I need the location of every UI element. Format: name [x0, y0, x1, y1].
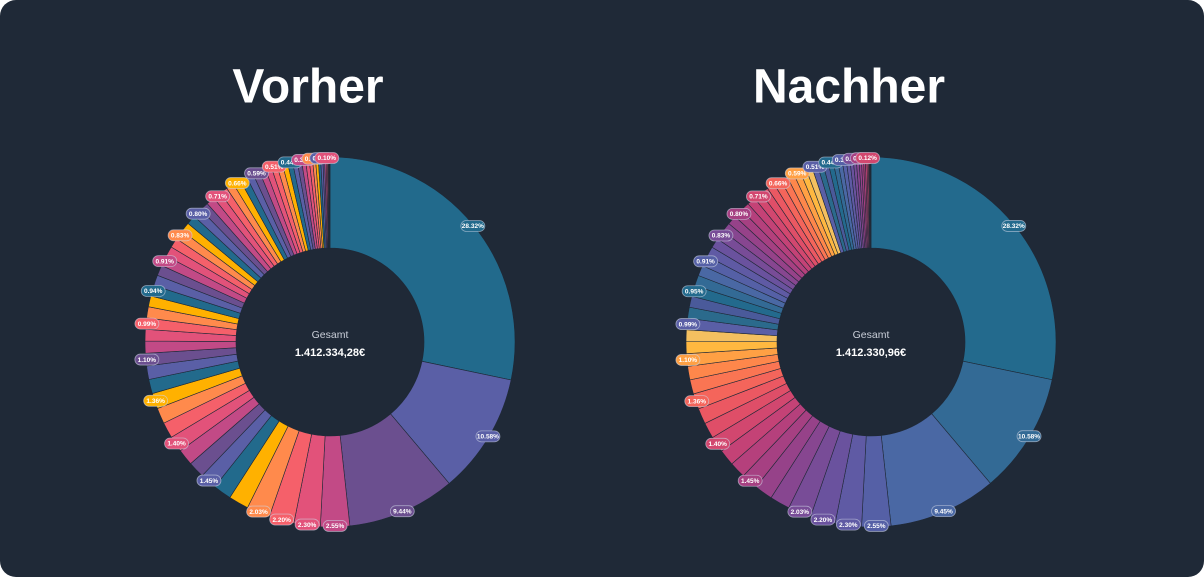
value-label-pill	[681, 285, 707, 298]
value-label: 0.91%	[696, 259, 715, 266]
value-label: 0.66%	[228, 180, 247, 187]
value-label: 0.95%	[685, 288, 704, 295]
value-label: 2.55%	[326, 523, 345, 530]
value-label-pill	[294, 518, 320, 531]
value-label: 0.99%	[679, 321, 698, 328]
value-label-pill	[475, 430, 501, 443]
value-label-pill	[314, 152, 340, 164]
center-value: 1.412.334,28€	[295, 347, 365, 359]
value-label-pill	[152, 255, 178, 268]
value-label-pill	[244, 167, 269, 180]
value-label: 1.36%	[146, 398, 165, 405]
value-label: 0.80%	[730, 211, 749, 218]
value-label: 0.51%	[265, 164, 284, 171]
value-label: 1.45%	[741, 478, 760, 485]
value-label-pill	[675, 318, 701, 330]
value-label: 0.71%	[749, 194, 768, 201]
value-label: 1.40%	[167, 441, 186, 448]
value-label: 1.36%	[688, 398, 707, 405]
value-label-pill	[693, 255, 719, 268]
value-label: 2.30%	[839, 522, 858, 529]
value-label-pill	[863, 520, 889, 532]
value-label-pill	[205, 190, 231, 203]
value-label-pill	[684, 395, 710, 408]
value-label-pill	[737, 474, 763, 487]
center-label: Gesamt	[853, 329, 890, 341]
value-label: 10.58%	[477, 434, 499, 441]
value-label: 1.40%	[709, 441, 728, 448]
chart-title: Vorher	[232, 61, 383, 114]
value-label: 0.59%	[247, 171, 266, 178]
value-label-pill	[784, 167, 810, 180]
value-label: 0.12%	[858, 155, 877, 162]
value-label: 0.44%	[821, 160, 840, 167]
value-label-pill	[322, 520, 348, 532]
value-label-pill	[931, 505, 956, 517]
value-label: 0.80%	[189, 211, 208, 218]
value-label-pill	[855, 152, 881, 164]
value-label: 0.10%	[318, 155, 337, 162]
value-label: 0.66%	[769, 180, 788, 187]
value-label: 2.55%	[867, 523, 886, 530]
value-label: 1.45%	[200, 478, 219, 485]
value-label: 0.94%	[144, 288, 163, 295]
value-label-pill	[705, 437, 731, 450]
value-label: 10.58%	[1018, 433, 1040, 440]
value-label-pill	[185, 207, 211, 220]
value-label: 0.71%	[208, 194, 227, 201]
value-label: 2.03%	[249, 509, 268, 516]
value-label: 28.32%	[1003, 223, 1025, 230]
donut-hole	[777, 248, 965, 436]
slice	[329, 156, 516, 381]
value-label: 0.99%	[138, 321, 157, 328]
value-label-pill	[765, 177, 791, 190]
value-label-pill	[140, 285, 166, 297]
value-label-pill	[134, 353, 160, 366]
value-label-pill	[1016, 430, 1042, 443]
value-label: 0.51%	[806, 164, 825, 171]
value-label: 0.91%	[156, 258, 175, 265]
value-label: 2.20%	[814, 517, 833, 524]
value-label-pill	[708, 229, 734, 242]
value-label: 9.45%	[934, 508, 953, 515]
value-label: 0.83%	[712, 233, 731, 240]
value-label-pill	[835, 518, 861, 531]
value-label-pill	[810, 513, 836, 526]
center-label: Gesamt	[312, 329, 349, 341]
value-label-pill	[787, 505, 813, 518]
value-label-pill	[134, 317, 160, 330]
value-label: 2.20%	[272, 517, 291, 524]
slice	[870, 156, 1057, 381]
value-label: 1.10%	[138, 357, 157, 364]
donut-hole	[236, 248, 424, 436]
value-label: 2.03%	[791, 509, 810, 516]
chart-title: Nachher	[753, 61, 945, 114]
value-label-pill	[726, 207, 752, 220]
value-label: 0.59%	[788, 171, 807, 178]
value-label-pill	[746, 190, 771, 203]
value-label-pill	[389, 505, 415, 518]
value-label: 0.83%	[171, 233, 190, 240]
value-label: 2.30%	[298, 522, 317, 529]
value-label-pill	[246, 505, 271, 518]
value-label-pill	[675, 354, 701, 366]
value-label: 0.44%	[281, 160, 300, 167]
value-label-pill	[167, 229, 193, 242]
value-label-pill	[224, 177, 250, 189]
value-label-pill	[1001, 220, 1027, 232]
value-label: 1.10%	[679, 357, 698, 364]
value-label-pill	[460, 220, 486, 232]
value-label-pill	[143, 394, 169, 407]
value-label-pill	[269, 513, 295, 526]
value-label-pill	[164, 437, 189, 450]
value-label: 28.32%	[462, 223, 484, 230]
value-label-pill	[196, 474, 222, 487]
value-label: 9.44%	[393, 508, 412, 515]
center-value: 1.412.330,96€	[836, 347, 906, 359]
